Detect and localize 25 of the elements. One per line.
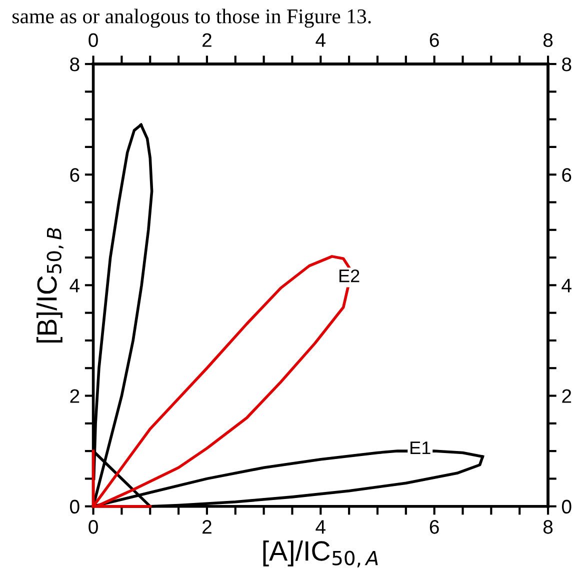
y-tick-label: 8: [70, 57, 80, 72]
x2-tick-label: 2: [202, 33, 212, 47]
x-tick-label: 6: [430, 520, 439, 534]
x-tick-label: 2: [202, 520, 212, 534]
x-tick-label: 8: [543, 520, 553, 534]
y-tick-label: 0: [70, 500, 80, 514]
text: same as or analogous to those in Figure 13.: [12, 8, 371, 28]
x-tick-label: 4: [316, 520, 326, 534]
annotation: E1: [410, 442, 430, 454]
y-tick-label: 6: [70, 168, 80, 182]
x-tick-label: 0: [88, 520, 98, 534]
y2-tick-label: 8: [562, 57, 572, 72]
x2-tick-label: 8: [543, 33, 553, 47]
annotation: E2: [340, 270, 360, 282]
y-tick-label: 4: [70, 278, 80, 292]
y2-tick-label: 0: [562, 500, 572, 514]
y2-tick-label: 2: [562, 389, 572, 403]
y-axis-title: [B]/IC$_{50,B}$: [36, 228, 64, 343]
y2-tick-label: 4: [562, 278, 572, 292]
x2-tick-label: 6: [430, 33, 439, 47]
x-axis-title: [A]/IC$_{50,A}$: [263, 540, 378, 568]
y2-tick-label: 6: [562, 168, 572, 182]
x2-tick-label: 4: [316, 33, 326, 47]
x2-tick-label: 0: [88, 33, 98, 47]
y-tick-label: 2: [70, 389, 80, 403]
